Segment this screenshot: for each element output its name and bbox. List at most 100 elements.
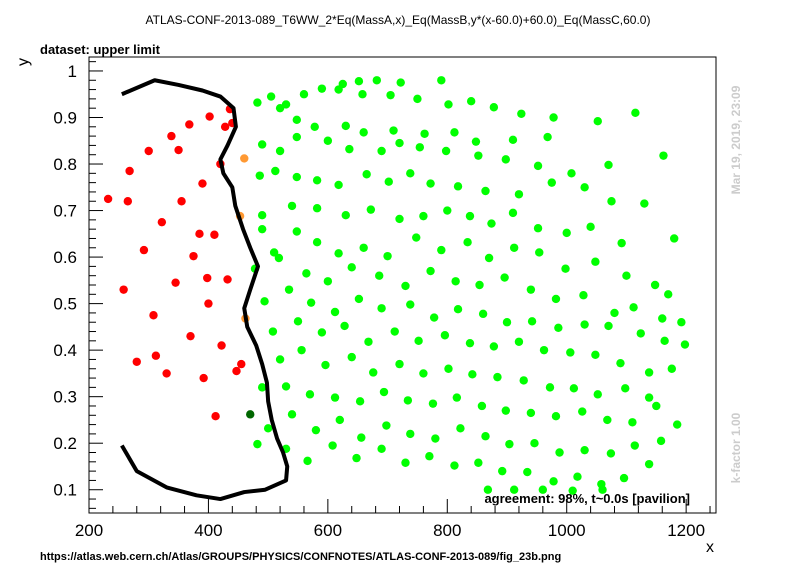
data-point: [293, 317, 303, 326]
data-point: [123, 197, 133, 206]
data-point: [650, 280, 660, 290]
data-point: [171, 278, 180, 287]
data-point: [414, 336, 423, 346]
data-point: [465, 338, 475, 348]
data-point: [420, 129, 429, 138]
data-point: [257, 383, 267, 392]
data-point: [561, 264, 570, 273]
data-point: [505, 439, 514, 449]
data-point: [377, 304, 386, 313]
data-point: [359, 128, 368, 137]
x-tick-label: 400: [194, 521, 222, 540]
data-point: [323, 277, 333, 286]
data-point: [253, 98, 262, 107]
data-point: [551, 294, 561, 304]
data-point: [317, 84, 327, 93]
data-point: [607, 197, 616, 206]
agreement-label: agreement: 98%, t~0.0s [pavilion]: [484, 491, 690, 506]
data-point: [604, 321, 613, 331]
data-point: [508, 208, 518, 218]
data-point: [509, 243, 519, 252]
axis-ticks: [88, 61, 711, 513]
data-point: [555, 448, 564, 457]
data-point: [275, 355, 285, 364]
data-point: [551, 412, 561, 421]
data-point: [437, 245, 446, 255]
data-point: [474, 151, 483, 160]
data-point: [269, 248, 279, 257]
data-point: [334, 85, 343, 94]
x-axis-label: x: [706, 539, 714, 556]
data-point: [526, 285, 536, 294]
y-tick-label: 0.1: [53, 481, 77, 500]
data-point: [444, 100, 453, 109]
y-tick-label: 0.2: [53, 434, 77, 453]
data-point: [341, 211, 350, 220]
y-tick-label: 0.8: [53, 155, 77, 174]
data-point: [483, 485, 493, 494]
data-point: [359, 243, 368, 252]
data-point: [334, 249, 343, 258]
data-point: [311, 425, 321, 435]
data-point: [660, 336, 669, 346]
y-tick-label: 0.9: [53, 108, 77, 127]
data-point: [177, 197, 186, 206]
data-point: [453, 304, 463, 314]
data-point: [644, 393, 654, 402]
data-point: [203, 273, 212, 283]
data-point: [125, 166, 134, 176]
data-point: [527, 317, 537, 326]
x-tick-label: 1200: [667, 521, 705, 540]
data-point: [547, 178, 556, 187]
data-point: [468, 370, 477, 379]
data-point: [415, 143, 425, 152]
data-point: [328, 441, 337, 450]
data-point: [287, 410, 297, 419]
data-point: [444, 364, 453, 373]
x-tick-label: 600: [314, 521, 342, 540]
data-point: [426, 266, 435, 276]
data-point: [281, 382, 291, 391]
data-point: [132, 357, 141, 366]
kfactor-label: k-factor 1.00: [729, 412, 743, 483]
data-point: [456, 424, 465, 433]
data-point: [275, 103, 285, 113]
data-point: [306, 298, 316, 307]
data-point: [317, 328, 327, 337]
x-tick-label: 200: [75, 521, 103, 540]
data-point: [586, 222, 595, 232]
data-point: [631, 108, 640, 118]
data-point: [354, 76, 364, 86]
data-point: [658, 314, 667, 323]
data-point: [312, 204, 322, 213]
y-tick-label: 0.3: [53, 388, 77, 407]
data-point: [389, 126, 398, 135]
data-point: [211, 412, 220, 421]
data-point: [598, 485, 607, 494]
data-point: [292, 227, 302, 236]
y-tick-label: 1: [68, 62, 77, 81]
data-point: [223, 275, 232, 284]
data-point: [610, 308, 619, 318]
data-point: [652, 401, 661, 411]
y-axis-label: y: [15, 58, 32, 66]
source-url: https://atlas.web.cern.ch/Atlas/GROUPS/P…: [40, 551, 561, 563]
data-point: [217, 341, 226, 350]
data-point: [383, 251, 392, 261]
data-point: [157, 217, 167, 227]
data-point: [622, 271, 631, 280]
data-point: [579, 291, 588, 300]
data-point: [463, 237, 472, 247]
data-point: [604, 160, 613, 170]
data-point: [474, 458, 483, 467]
data-point: [629, 303, 638, 312]
data-point: [569, 384, 579, 393]
data-point: [514, 337, 524, 346]
data-point: [591, 350, 600, 359]
data-point: [274, 253, 284, 263]
data-point: [450, 461, 459, 470]
timestamp-label: Mar 19, 2019, 23:09: [729, 85, 743, 194]
data-point: [554, 323, 563, 333]
data-point: [478, 309, 488, 319]
data-point: [375, 271, 384, 280]
